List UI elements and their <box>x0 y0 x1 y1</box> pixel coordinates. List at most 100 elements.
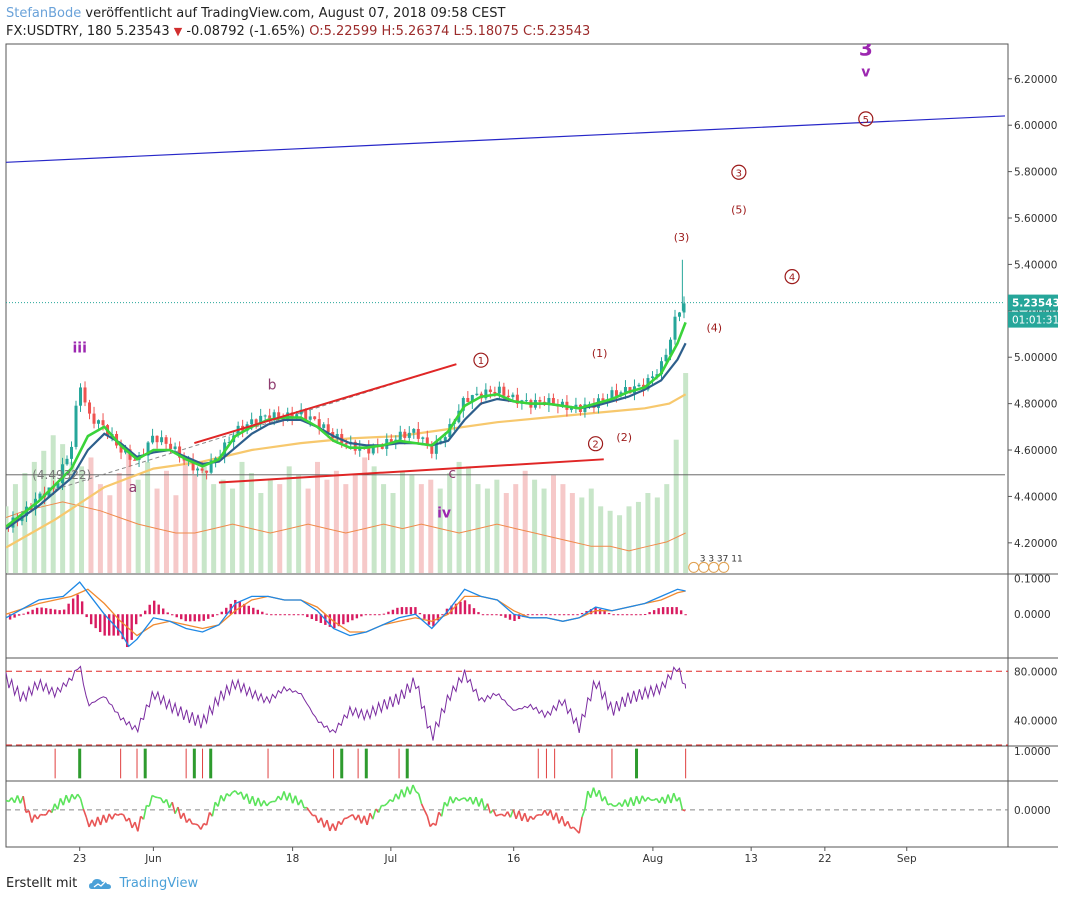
macd-histogram-bar <box>540 614 543 616</box>
oscillator-segment <box>263 800 268 807</box>
time-tick-label: 13 <box>744 853 757 865</box>
candle <box>673 316 677 340</box>
candle <box>511 394 515 398</box>
macd-histogram-bar <box>396 607 399 615</box>
oscillator-segment <box>114 813 119 816</box>
candle <box>506 395 510 398</box>
macd-histogram-bar <box>661 607 665 615</box>
candle <box>601 398 605 401</box>
volume-bar <box>381 484 387 573</box>
oscillator-segment <box>240 791 245 800</box>
volume-bar <box>494 479 500 573</box>
axis-tick-label: 5.00000 <box>1014 352 1057 364</box>
wave-label: v <box>861 64 870 80</box>
oscillator-segment <box>635 795 641 805</box>
candle <box>178 446 182 458</box>
oscillator-segment <box>449 796 454 804</box>
oscillator-segment <box>228 791 234 797</box>
oscillator-segment <box>521 812 526 822</box>
candle <box>650 376 654 379</box>
candle <box>637 384 641 387</box>
volume-bar <box>390 493 396 573</box>
macd-histogram-bar <box>162 608 165 615</box>
macd-histogram-bar <box>369 614 372 616</box>
volume-bar <box>362 457 368 573</box>
macd-histogram-bar <box>481 614 485 616</box>
oscillator-segment <box>331 823 337 832</box>
oscillator-segment <box>28 810 33 823</box>
macd-histogram-bar <box>364 614 368 616</box>
volume-bar <box>617 515 623 573</box>
volume-bar <box>22 473 28 573</box>
volume-bar <box>145 461 151 573</box>
candle <box>259 415 263 425</box>
oscillator-segment <box>148 795 153 807</box>
price-change: -0.08792 (-1.65%) <box>186 24 306 39</box>
wave-label: iv <box>437 505 451 521</box>
oscillator-segment <box>624 799 629 807</box>
macd-histogram-bar <box>121 614 124 640</box>
volume-bar <box>399 470 405 573</box>
oscillator-segment <box>475 796 480 807</box>
candle <box>88 402 92 414</box>
macd-histogram-bar <box>567 614 570 616</box>
oscillator-segment <box>678 797 684 810</box>
macd-histogram-bar <box>508 614 512 620</box>
oscillator-segment <box>96 816 102 826</box>
wave-label: 2 <box>592 440 598 451</box>
axis-tick-label: 5.60000 <box>1014 213 1057 225</box>
macd-histogram-bar <box>247 605 250 615</box>
time-tick-label: Jul <box>384 853 398 865</box>
oscillator-segment <box>544 809 549 817</box>
author-name[interactable]: StefanBode <box>6 6 82 21</box>
volume-bar <box>673 439 679 573</box>
candle <box>443 437 447 441</box>
candle <box>488 389 492 392</box>
axis-tick-label: 5.80000 <box>1014 167 1057 179</box>
oscillator-segment <box>137 816 142 832</box>
candle <box>191 459 195 471</box>
symbol-label: FX:USDTRY, 180 <box>6 24 112 39</box>
volume-bar <box>201 466 207 573</box>
volume-bar <box>60 444 66 573</box>
oscillator-segment <box>111 813 116 820</box>
candle <box>227 442 231 444</box>
volume-bar <box>135 479 141 573</box>
macd-histogram-bar <box>139 614 142 617</box>
candle <box>493 391 497 394</box>
oscillator-segment <box>607 802 612 806</box>
oscillator-segment <box>160 797 165 804</box>
macd-pane <box>5 581 687 648</box>
candle <box>254 419 258 425</box>
oscillator-segment <box>486 803 492 814</box>
oscillator-segment <box>377 805 383 813</box>
oscillator-segment <box>526 815 532 823</box>
macd-histogram-bar <box>598 609 602 615</box>
volume-bar <box>31 461 37 573</box>
macd-histogram-bar <box>166 612 169 615</box>
oscillator-segment <box>314 815 320 824</box>
volume-bar <box>12 484 18 573</box>
wave-label: 5 <box>863 115 869 126</box>
candle <box>371 445 375 454</box>
volume-bar <box>532 479 538 573</box>
macd-histogram-bar <box>409 607 413 615</box>
candle <box>614 390 618 396</box>
oscillator-segment <box>604 796 609 806</box>
channel-line <box>218 458 604 484</box>
volume-bar <box>371 466 377 573</box>
macd-histogram-bar <box>116 614 120 636</box>
tradingview-link[interactable]: TradingView <box>119 876 199 891</box>
volume-bar <box>305 488 311 573</box>
oscillator-segment <box>294 795 300 806</box>
volume-bar <box>182 457 188 573</box>
macd-histogram-bar <box>157 604 160 615</box>
axis-tick-label: 6.20000 <box>1014 74 1057 86</box>
oscillator-segment <box>682 809 686 812</box>
oscillator-segment <box>251 795 257 807</box>
macd-histogram-bar <box>279 614 282 616</box>
candle <box>263 415 267 417</box>
volume-bar <box>69 461 75 573</box>
oscillator-segment <box>458 798 463 802</box>
